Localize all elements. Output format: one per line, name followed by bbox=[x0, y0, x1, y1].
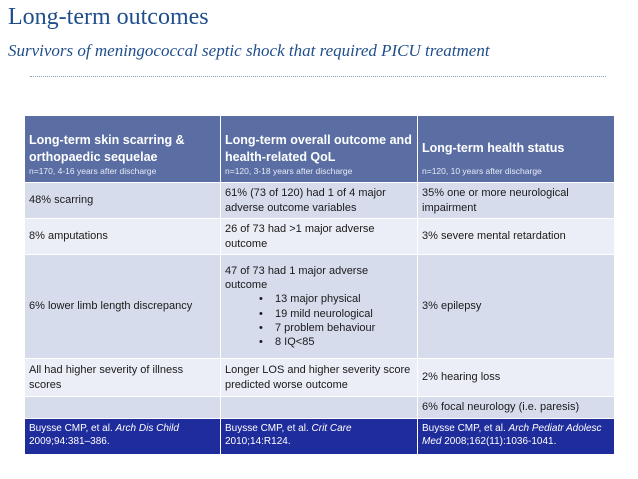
table-cell: 48% scarring bbox=[24, 182, 221, 219]
list-item: 19 mild neurological bbox=[259, 307, 413, 322]
header-title: Long-term overall outcome and health-rel… bbox=[225, 132, 412, 165]
slide-title: Long-term outcomes bbox=[8, 4, 209, 30]
table-cell bbox=[24, 396, 221, 419]
header-sample-info: n=170, 4-16 years after discharge bbox=[29, 165, 157, 176]
table-cell: 35% one or more neurological impairment bbox=[417, 182, 615, 219]
reference-cell: Buysse CMP, et al. Crit Care 2010;14:R12… bbox=[220, 418, 418, 455]
table-row: All had higher severity of illness score… bbox=[24, 358, 615, 397]
table-cell: Longer LOS and higher severity score pre… bbox=[220, 358, 418, 397]
slide-subtitle: Survivors of meningococcal septic shock … bbox=[8, 41, 490, 60]
reference-details: 2009;94:381–386. bbox=[29, 436, 110, 447]
list-item: 13 major physical bbox=[259, 292, 413, 307]
table-cell-breakdown: 47 of 73 had 1 major adverse outcome 13 … bbox=[220, 254, 418, 359]
dotted-divider bbox=[30, 76, 606, 77]
table-row: 6% focal neurology (i.e. paresis) bbox=[24, 396, 615, 419]
table-cell: 26 of 73 had >1 major adverse outcome bbox=[220, 218, 418, 255]
header-overall-outcome: Long-term overall outcome and health-rel… bbox=[220, 115, 418, 183]
breakdown-list: 13 major physical 19 mild neurological 7… bbox=[225, 292, 413, 349]
table-cell: All had higher severity of illness score… bbox=[24, 358, 221, 397]
reference-cell: Buysse CMP, et al. Arch Pediatr Adolesc … bbox=[417, 418, 615, 455]
table-cell: 6% focal neurology (i.e. paresis) bbox=[417, 396, 615, 419]
header-sample-info: n=120, 10 years after discharge bbox=[422, 165, 542, 176]
reference-authors: Buysse CMP, et al. bbox=[422, 423, 509, 434]
table-cell: 3% severe mental retardation bbox=[417, 218, 615, 255]
reference-cell: Buysse CMP, et al. Arch Dis Child 2009;9… bbox=[24, 418, 221, 455]
table-cell bbox=[220, 396, 418, 419]
header-title: Long-term health status bbox=[422, 141, 565, 156]
outcomes-table: Long-term skin scarring & orthopaedic se… bbox=[24, 115, 615, 455]
table-cell: 61% (73 of 120) had 1 of 4 major adverse… bbox=[220, 182, 418, 219]
reference-authors: Buysse CMP, et al. bbox=[225, 423, 312, 434]
table-header-row: Long-term skin scarring & orthopaedic se… bbox=[24, 115, 615, 183]
table-row: 6% lower limb length discrepancy 47 of 7… bbox=[24, 254, 615, 359]
references-row: Buysse CMP, et al. Arch Dis Child 2009;9… bbox=[24, 418, 615, 455]
table-row: 48% scarring 61% (73 of 120) had 1 of 4 … bbox=[24, 182, 615, 219]
breakdown-intro: 47 of 73 had 1 major adverse outcome bbox=[225, 264, 369, 291]
reference-journal: Crit Care bbox=[311, 423, 352, 434]
table-row: 8% amputations 26 of 73 had >1 major adv… bbox=[24, 218, 615, 255]
header-sample-info: n=120, 3-18 years after discharge bbox=[225, 165, 353, 176]
reference-journal: Arch Pediatr Adolesc Med bbox=[422, 423, 602, 447]
header-skin-scarring: Long-term skin scarring & orthopaedic se… bbox=[24, 115, 221, 183]
reference-details: 2010;14:R124. bbox=[225, 436, 291, 447]
table-cell: 6% lower limb length discrepancy bbox=[24, 254, 221, 359]
table-cell: 2% hearing loss bbox=[417, 358, 615, 397]
reference-details: 2008;162(11):1036-1041. bbox=[441, 436, 557, 447]
header-title: Long-term skin scarring & orthopaedic se… bbox=[29, 132, 185, 165]
list-item: 8 IQ<85 bbox=[259, 335, 413, 350]
header-health-status: Long-term health status n=120, 10 years … bbox=[417, 115, 615, 183]
table-cell: 3% epilepsy bbox=[417, 254, 615, 359]
reference-journal: Arch Dis Child bbox=[115, 423, 179, 434]
list-item: 7 problem behaviour bbox=[259, 321, 413, 336]
reference-authors: Buysse CMP, et al. bbox=[29, 423, 116, 434]
table-cell: 8% amputations bbox=[24, 218, 221, 255]
